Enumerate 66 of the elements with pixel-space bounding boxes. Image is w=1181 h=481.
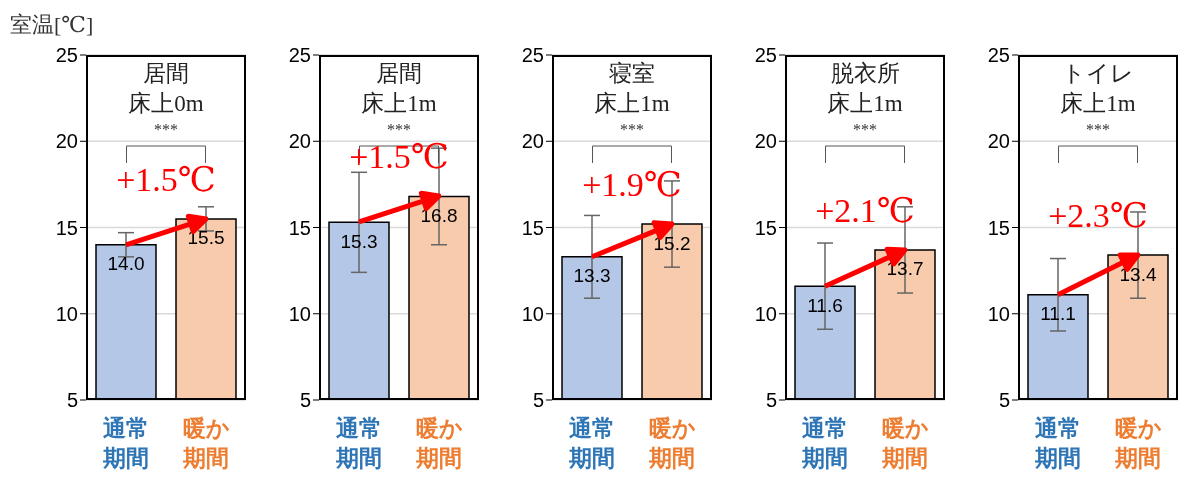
data-label: 15.3 xyxy=(340,230,378,252)
y-axis-title: 室温[℃] xyxy=(10,11,94,39)
data-label: 15.5 xyxy=(187,227,225,249)
x-tick-label: 暖か期間 xyxy=(415,416,463,471)
y-tick-label: 5 xyxy=(998,389,1010,412)
y-tick-label: 10 xyxy=(55,302,78,325)
text: 床上1m xyxy=(593,90,671,118)
y-tick-label: 25 xyxy=(521,44,544,67)
text: 床上0m xyxy=(127,90,205,118)
data-label: 13.3 xyxy=(573,265,611,287)
annotation: *** xyxy=(153,121,179,139)
y-tick-label: 25 xyxy=(754,44,777,67)
annotation: +1.5℃ xyxy=(115,159,217,199)
y-tick-label: 20 xyxy=(754,130,777,153)
y-tick-label: 15 xyxy=(987,216,1010,239)
data-label: 16.8 xyxy=(420,204,458,226)
y-tick-label: 5 xyxy=(299,389,311,412)
data-label: 11.1 xyxy=(1040,303,1076,325)
y-tick-label: 15 xyxy=(754,216,777,239)
y-tick-label: 10 xyxy=(521,302,544,325)
y-tick-label: 25 xyxy=(55,44,78,67)
x-tick-label: 通常期間 xyxy=(1034,416,1081,471)
x-tick-label: 暖か期間 xyxy=(182,416,230,471)
y-tick-label: 5 xyxy=(66,389,78,412)
chart-title: トイレ xyxy=(1061,60,1135,88)
y-tick-label: 15 xyxy=(288,216,311,239)
chart-title: 寝室 xyxy=(608,60,656,88)
y-tick-label: 10 xyxy=(754,302,777,325)
y-tick-label: 20 xyxy=(521,130,544,153)
x-tick-label: 暖か期間 xyxy=(881,416,929,471)
y-tick-label: 5 xyxy=(765,389,777,412)
annotation: *** xyxy=(852,121,878,139)
annotation: +2.3℃ xyxy=(1047,196,1149,236)
y-tick-label: 20 xyxy=(55,130,78,153)
y-tick-label: 25 xyxy=(288,44,311,67)
x-tick-label: 通常期間 xyxy=(102,416,149,471)
annotation: *** xyxy=(619,121,645,139)
y-tick-label: 15 xyxy=(521,216,544,239)
chart-title: 居間 xyxy=(142,60,190,88)
data-label: 11.6 xyxy=(807,294,843,316)
annotation: *** xyxy=(1085,121,1111,139)
data-label: 15.2 xyxy=(653,232,691,254)
y-tick-label: 20 xyxy=(288,130,311,153)
data-label: 13.7 xyxy=(886,258,924,280)
annotation: +1.9℃ xyxy=(581,165,683,205)
text: 床上1m xyxy=(1059,90,1137,118)
x-tick-label: 通常期間 xyxy=(335,416,382,471)
annotation: +2.1℃ xyxy=(814,190,916,230)
y-tick-label: 20 xyxy=(987,130,1010,153)
y-tick-label: 25 xyxy=(987,44,1010,67)
data-label: 14.0 xyxy=(107,253,145,275)
chart-title: 脱衣所 xyxy=(829,60,901,88)
chart-title: 居間 xyxy=(375,60,423,88)
text: 床上1m xyxy=(360,90,438,118)
annotation: +1.5℃ xyxy=(348,137,450,177)
annotation: *** xyxy=(386,121,412,139)
y-tick-label: 15 xyxy=(55,216,78,239)
x-tick-label: 暖か期間 xyxy=(648,416,696,471)
x-tick-label: 暖か期間 xyxy=(1114,416,1162,471)
x-tick-label: 通常期間 xyxy=(568,416,615,471)
y-tick-label: 10 xyxy=(987,302,1010,325)
data-label: 13.4 xyxy=(1119,263,1157,285)
y-tick-label: 5 xyxy=(532,389,544,412)
x-tick-label: 通常期間 xyxy=(801,416,848,471)
text: 床上1m xyxy=(826,90,904,118)
y-tick-label: 10 xyxy=(288,302,311,325)
